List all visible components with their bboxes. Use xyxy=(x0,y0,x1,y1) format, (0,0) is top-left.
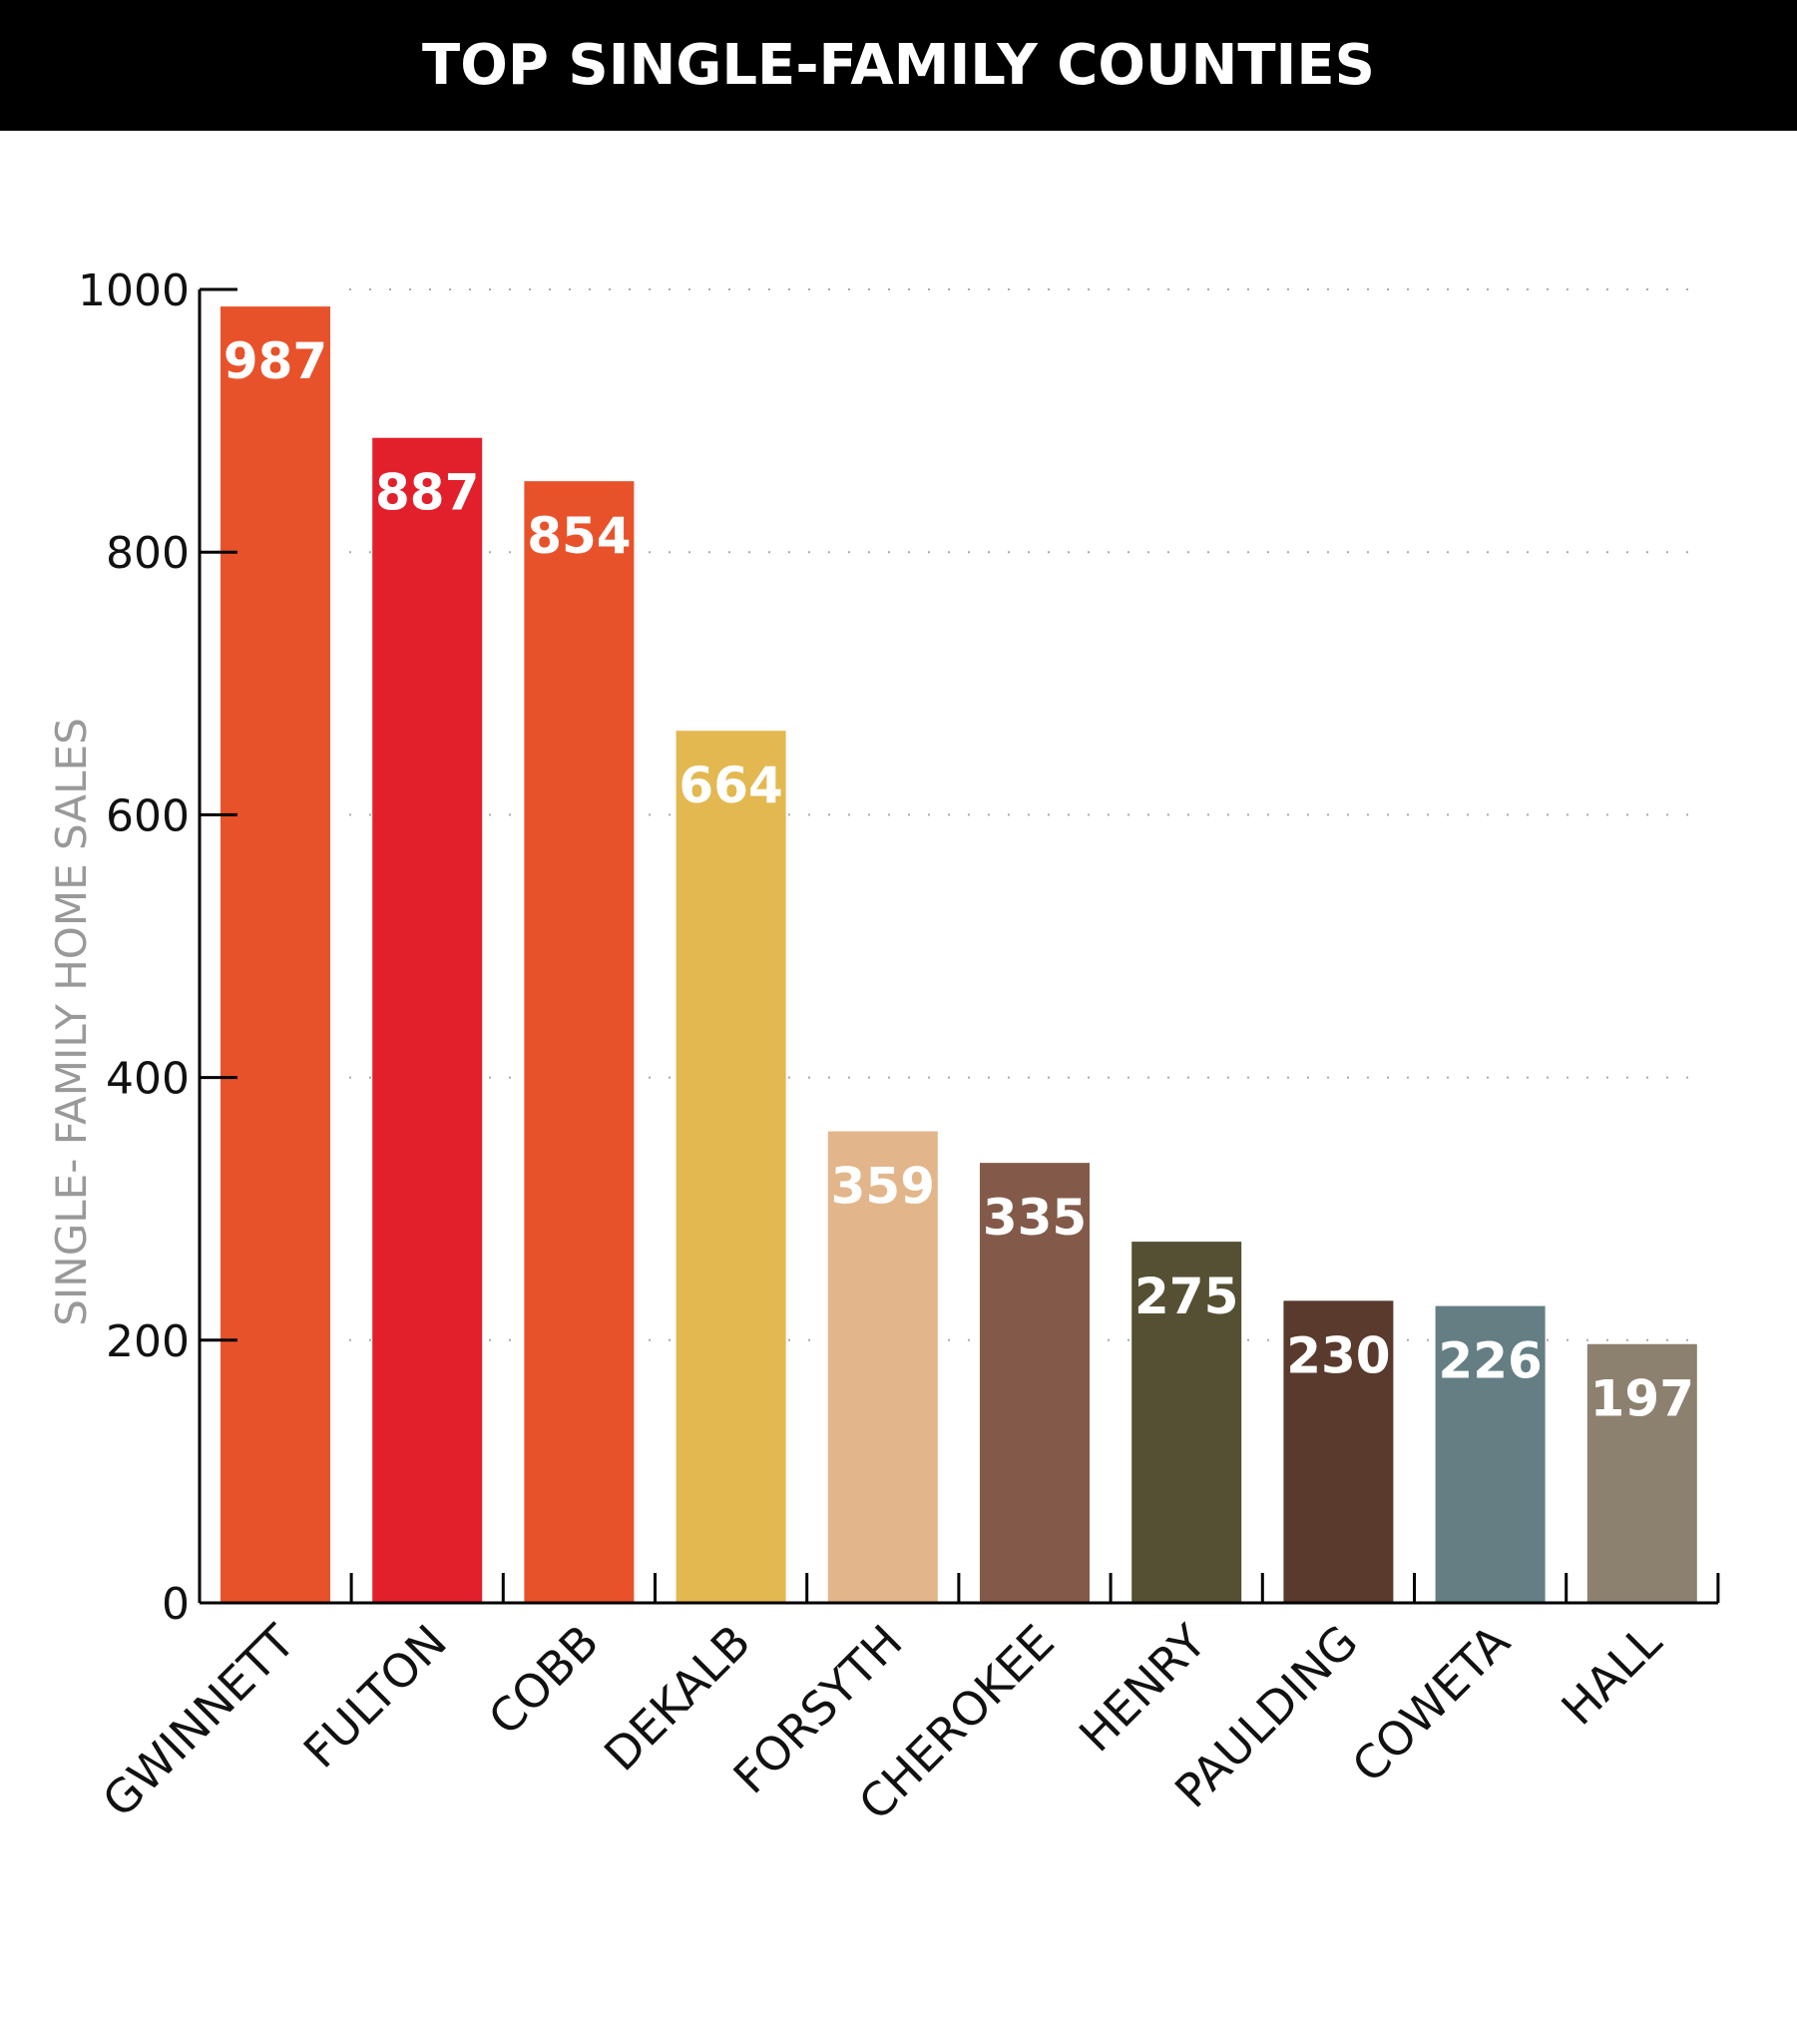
x-category-label: HENRY xyxy=(1069,1614,1217,1763)
bar xyxy=(1586,1343,1697,1603)
bar-value-label: 197 xyxy=(1590,1370,1694,1428)
y-tick-label: 400 xyxy=(106,1054,190,1105)
bar-value-label: 854 xyxy=(527,507,631,565)
bars xyxy=(221,306,1697,1603)
y-tick-label: 0 xyxy=(162,1579,190,1630)
y-tick-label: 600 xyxy=(106,790,190,841)
bar-value-label: 359 xyxy=(831,1158,935,1216)
bar xyxy=(1131,1242,1242,1603)
x-category-label: FULTON xyxy=(293,1615,457,1779)
bar xyxy=(221,306,330,1603)
bar xyxy=(980,1163,1090,1603)
axes xyxy=(198,287,1720,1605)
y-tick-label: 800 xyxy=(106,528,190,579)
bar xyxy=(1283,1300,1394,1603)
bar xyxy=(372,437,483,1603)
bar-value-label: 887 xyxy=(375,464,479,522)
chart-title: TOP SINGLE-FAMILY COUNTIES xyxy=(422,33,1375,98)
x-category-label: HALL xyxy=(1551,1614,1671,1735)
y-tick-label: 200 xyxy=(106,1316,190,1367)
x-category-label: COWETA xyxy=(1342,1614,1521,1792)
bar-value-label: 664 xyxy=(678,757,782,814)
bar-value-label: 230 xyxy=(1286,1326,1390,1384)
bar xyxy=(827,1131,938,1603)
bar-value-label: 275 xyxy=(1134,1268,1238,1325)
title-bar: TOP SINGLE-FAMILY COUNTIES xyxy=(0,0,1797,131)
bar-value-label: 226 xyxy=(1438,1332,1542,1390)
y-tick-label: 1000 xyxy=(78,265,190,316)
bar-value-label: 987 xyxy=(224,332,327,390)
x-category-label: GWINNETT xyxy=(92,1614,305,1827)
bar xyxy=(524,481,635,1603)
y-axis-title: SINGLE- FAMILY HOME SALES xyxy=(47,718,96,1325)
bar xyxy=(1435,1305,1546,1603)
bar-value-label: 335 xyxy=(983,1189,1087,1247)
x-category-label: COBB xyxy=(478,1615,609,1746)
bar xyxy=(675,731,786,1603)
